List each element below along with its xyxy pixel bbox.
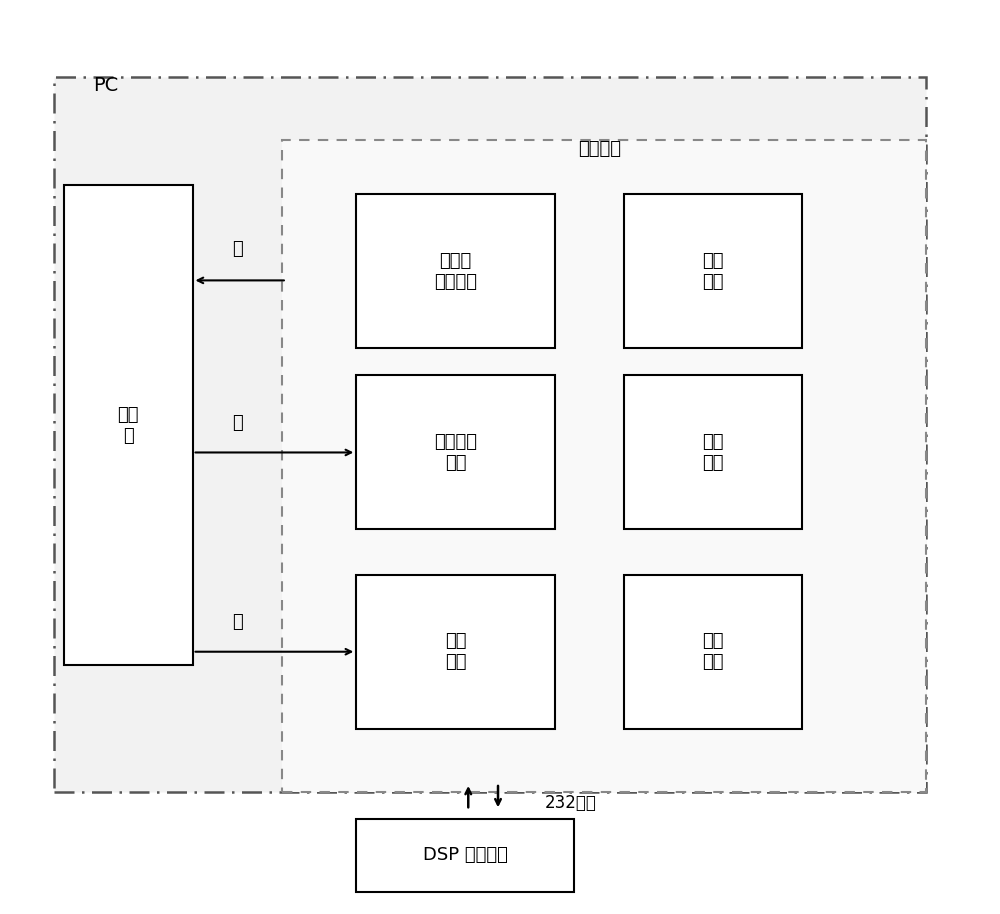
Text: 取: 取 bbox=[232, 613, 243, 631]
FancyBboxPatch shape bbox=[624, 195, 802, 348]
FancyBboxPatch shape bbox=[356, 376, 555, 529]
FancyBboxPatch shape bbox=[54, 77, 926, 792]
Text: 故障
状态: 故障 状态 bbox=[702, 252, 724, 291]
Text: 实时
波形: 实时 波形 bbox=[702, 433, 724, 472]
Text: 变流器
状态控制: 变流器 状态控制 bbox=[434, 252, 477, 291]
Text: 变量
管理: 变量 管理 bbox=[702, 632, 724, 671]
FancyBboxPatch shape bbox=[624, 376, 802, 529]
Text: 监控系统: 监控系统 bbox=[578, 140, 621, 158]
FancyBboxPatch shape bbox=[64, 186, 193, 665]
Text: 数据报表
模块: 数据报表 模块 bbox=[434, 433, 477, 472]
FancyBboxPatch shape bbox=[356, 575, 555, 728]
Text: DSP 控制系统: DSP 控制系统 bbox=[423, 846, 508, 865]
Text: PC: PC bbox=[93, 76, 119, 95]
FancyBboxPatch shape bbox=[356, 819, 574, 892]
Text: 数据
库: 数据 库 bbox=[117, 406, 139, 445]
FancyBboxPatch shape bbox=[282, 140, 926, 792]
FancyBboxPatch shape bbox=[624, 575, 802, 728]
Text: 取: 取 bbox=[232, 414, 243, 431]
FancyBboxPatch shape bbox=[356, 195, 555, 348]
Text: 232通讯: 232通讯 bbox=[545, 794, 596, 812]
Text: 存: 存 bbox=[232, 239, 243, 258]
Text: 历史
波形: 历史 波形 bbox=[445, 632, 466, 671]
